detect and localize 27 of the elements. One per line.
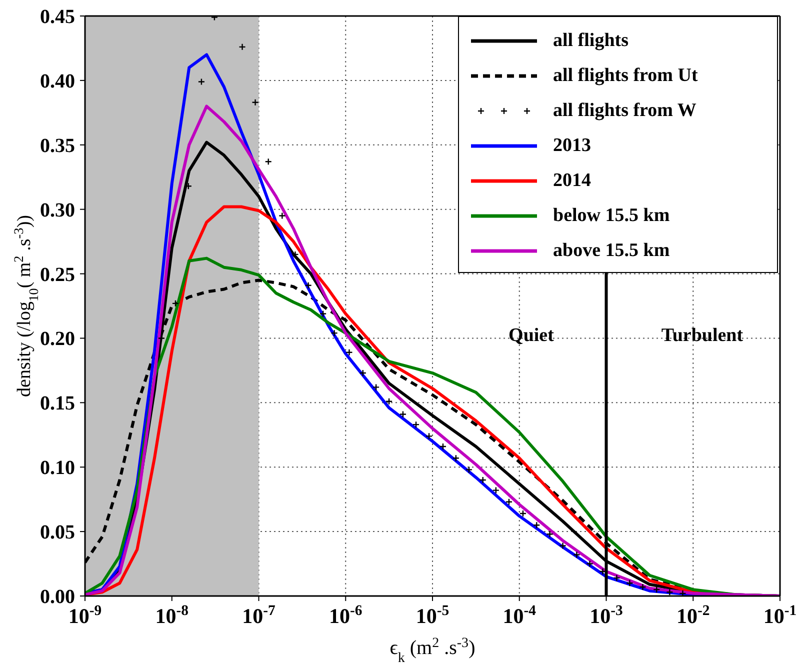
- x-tick-label: 10$^{-7}$: [242, 603, 276, 628]
- x-tick-label: 10$^{-5}$: [416, 603, 450, 628]
- y-tick-label: 0.35: [40, 134, 75, 157]
- x-tick-label: 10$^{-6}$: [329, 603, 362, 628]
- x-tick-label: 10$^{-2}$: [676, 603, 710, 628]
- annotation: Quiet: [508, 324, 555, 346]
- x-tick-label: 10$^{-4}$: [502, 603, 537, 628]
- y-tick-label: 0.30: [40, 199, 75, 222]
- legend-label: above 15.5 km: [553, 240, 670, 262]
- y-tick-label: 0.25: [40, 264, 75, 286]
- legend-label: all flights from W: [553, 100, 696, 122]
- legend-label: 2014: [553, 170, 591, 192]
- legend-label: 2013: [553, 134, 591, 156]
- x-tick-label: 10$^{-1}$: [763, 603, 797, 628]
- annotation: Turbulent: [661, 324, 744, 346]
- x-tick-label: 10$^{-8}$: [155, 603, 188, 628]
- y-tick-label: 0.05: [40, 522, 75, 544]
- x-axis-title: ϵ$_{k}$ (m$^{2}$ .s$^{-3}$): [390, 636, 476, 666]
- legend-label: all flights: [553, 30, 628, 52]
- y-tick-label: 0.15: [40, 392, 75, 415]
- y-tick-label: 0.40: [40, 70, 75, 92]
- y-tick-label: 0.20: [40, 328, 75, 350]
- legend-label: all flights from Ut: [553, 64, 698, 86]
- legend-label: below 15.5 km: [553, 204, 670, 226]
- y-tick-label: 0.45: [40, 6, 75, 28]
- y-tick-label: 0.10: [40, 457, 75, 480]
- x-tick-label: 10$^{-3}$: [590, 603, 623, 628]
